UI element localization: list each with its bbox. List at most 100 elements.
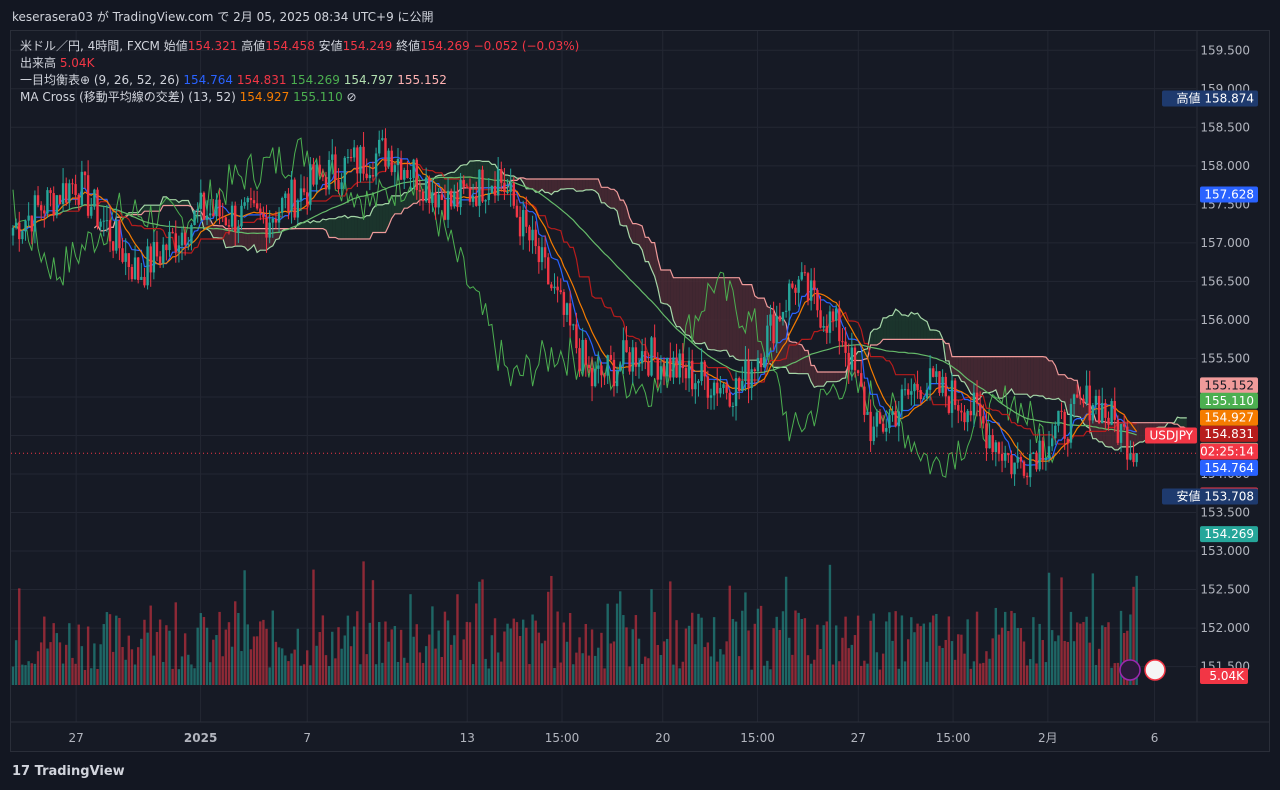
candle-body bbox=[490, 185, 494, 193]
volume-bar bbox=[115, 615, 118, 685]
candle-body bbox=[788, 283, 791, 311]
candle-body bbox=[1110, 401, 1113, 425]
candle-body bbox=[659, 366, 663, 380]
cloud-segment bbox=[1011, 356, 1015, 395]
x-tick-label: 15:00 bbox=[740, 731, 775, 745]
volume-bar bbox=[381, 662, 384, 685]
candle-body bbox=[124, 253, 127, 262]
volume-bar bbox=[71, 657, 74, 685]
cloud-segment bbox=[228, 228, 233, 248]
cloud-segment bbox=[983, 356, 987, 393]
ichimoku-label: 一目均衡表⊕ (9, 26, 52, 26) bbox=[20, 73, 180, 87]
volume-bar bbox=[1069, 611, 1073, 685]
volume-bar bbox=[819, 648, 822, 685]
us-flag-icon[interactable] bbox=[1144, 659, 1166, 681]
candle-body bbox=[919, 390, 922, 400]
candle-body bbox=[1091, 405, 1095, 421]
symbol-label[interactable]: 米ドル／円, 4時間, FXCM bbox=[20, 39, 160, 53]
volume-bar bbox=[694, 644, 697, 685]
hidden-icon[interactable]: ⊘ bbox=[346, 90, 357, 104]
volume-bar bbox=[938, 645, 941, 685]
candle-body bbox=[953, 380, 957, 406]
volume-bar bbox=[343, 635, 346, 685]
cloud-segment bbox=[379, 204, 383, 233]
candle-body bbox=[756, 357, 760, 372]
candle-body bbox=[553, 286, 556, 289]
candle-body bbox=[1063, 411, 1066, 439]
volume-bar bbox=[669, 581, 672, 685]
candle-body bbox=[259, 208, 262, 214]
candle-body bbox=[21, 231, 24, 240]
tradingview-logo[interactable]: 𝟭𝟳 TradingView bbox=[12, 764, 125, 779]
cloud-segment bbox=[235, 228, 239, 247]
ichimoku-row[interactable]: 一目均衡表⊕ (9, 26, 52, 26) 154.764 154.831 1… bbox=[20, 72, 579, 89]
cloud-segment bbox=[469, 160, 474, 188]
volume-bar bbox=[14, 640, 18, 685]
volume-bar bbox=[525, 627, 528, 685]
volume-bar bbox=[471, 664, 475, 685]
candle-body bbox=[578, 348, 581, 371]
cloud-segment bbox=[1039, 356, 1043, 397]
cloud-segment bbox=[260, 228, 264, 251]
candle-body bbox=[938, 371, 941, 393]
volume-bar bbox=[280, 648, 284, 685]
candle-body bbox=[43, 210, 46, 214]
cloud-segment bbox=[664, 270, 668, 305]
volume-bar bbox=[212, 639, 215, 685]
candle-body bbox=[941, 376, 944, 393]
candle-body bbox=[478, 169, 481, 206]
candle-body bbox=[30, 215, 33, 232]
volume-bar bbox=[797, 612, 800, 685]
cloud-segment bbox=[804, 350, 809, 374]
volume-bar bbox=[1066, 641, 1070, 685]
lightning-icon[interactable] bbox=[1119, 659, 1141, 681]
volume-bar bbox=[515, 622, 519, 685]
high-marker-bg bbox=[1162, 90, 1258, 107]
candle-body bbox=[1004, 453, 1007, 461]
price-chart[interactable]: 151.500152.000152.500153.000153.500154.0… bbox=[0, 0, 1280, 752]
volume-bar bbox=[978, 663, 982, 685]
candle-body bbox=[531, 229, 534, 241]
volume-bar bbox=[697, 613, 700, 685]
candle-body bbox=[1132, 453, 1135, 463]
volume-bar bbox=[844, 616, 847, 685]
candle-body bbox=[199, 192, 202, 209]
volume-bar bbox=[634, 615, 638, 685]
volume-bar bbox=[475, 603, 478, 685]
volume-bar bbox=[831, 664, 835, 685]
candle-body bbox=[1129, 453, 1132, 460]
cloud-segment bbox=[601, 187, 605, 203]
ma-cross-row[interactable]: MA Cross (移動平均線の交差) (13, 52) 154.927 155… bbox=[20, 89, 579, 106]
volume-bar bbox=[678, 668, 681, 685]
volume-bar bbox=[728, 585, 731, 685]
candle-body bbox=[143, 276, 146, 286]
ma-fast-line bbox=[12, 158, 1138, 463]
cloud-segment bbox=[1023, 356, 1028, 395]
cloud-segment bbox=[883, 317, 887, 340]
volume-bar bbox=[90, 668, 93, 685]
volume-row[interactable]: 出来高 5.04K bbox=[20, 55, 579, 72]
candle-body bbox=[1082, 398, 1085, 404]
candle-body bbox=[509, 183, 512, 192]
cloud-segment bbox=[720, 277, 724, 352]
volume-bar bbox=[1072, 641, 1076, 685]
volume-bar bbox=[55, 633, 59, 685]
cloud-segment bbox=[1017, 356, 1021, 395]
candle-body bbox=[675, 357, 678, 378]
candle-body bbox=[1060, 410, 1063, 412]
volume-bar bbox=[459, 659, 462, 685]
volume-bar bbox=[302, 664, 306, 685]
cloud-segment bbox=[873, 329, 877, 346]
y-tick-label: 156.500 bbox=[1200, 274, 1250, 288]
x-tick-label: 15:00 bbox=[545, 731, 580, 745]
cloud-segment bbox=[761, 298, 765, 365]
cloud-segment bbox=[742, 284, 746, 361]
volume-bar bbox=[443, 611, 447, 685]
candle-body bbox=[844, 341, 847, 353]
volume-bar bbox=[947, 616, 951, 685]
cloud-segment bbox=[1158, 422, 1162, 428]
cloud-segment bbox=[563, 178, 568, 190]
cloud-segment bbox=[645, 237, 649, 262]
volume-bar bbox=[816, 624, 819, 685]
volume-bar bbox=[891, 640, 894, 685]
